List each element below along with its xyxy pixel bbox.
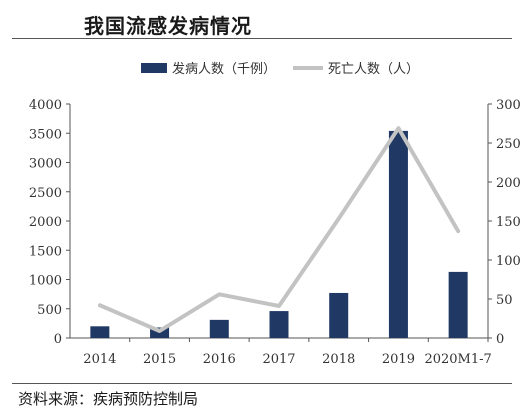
right-tick-label: 50: [496, 293, 513, 308]
line-series: [97, 126, 461, 333]
x-tick-label: 2017: [262, 352, 295, 367]
left-tick-label: 1500: [29, 244, 62, 259]
x-tick-label: 2016: [203, 352, 236, 367]
left-tick-label: 0: [54, 332, 62, 347]
bar-2016: [209, 319, 229, 338]
bar-2014: [90, 326, 110, 338]
right-tick-label: 250: [496, 137, 520, 152]
left-tick-label: 3000: [29, 157, 62, 172]
bar-2018: [329, 292, 349, 338]
x-tick-label: 2014: [83, 352, 116, 367]
x-tick-label: 2018: [322, 352, 355, 367]
line-point-2019: [396, 126, 400, 130]
legend: 发病人数（千例） 死亡人数（人）: [141, 61, 419, 77]
right-tick-label: 150: [496, 215, 520, 230]
line-point-2017: [277, 304, 281, 308]
bar-2019: [388, 130, 408, 338]
right-tick-label: 0: [496, 332, 504, 347]
right-tick-label: 300: [496, 98, 520, 113]
source-note: 资料来源：疾病预防控制局: [18, 390, 199, 408]
legend-line-label: 死亡人数（人）: [328, 62, 419, 77]
left-tick-label: 2000: [29, 215, 62, 230]
x-tick-label: 2020M1-7: [424, 352, 491, 367]
left-tick-label: 1000: [29, 274, 62, 289]
chart-title: 我国流感发病情况: [84, 14, 252, 38]
line-point-2020M1-7: [456, 229, 460, 233]
line-point-2015: [158, 329, 162, 333]
title-divider: [12, 38, 512, 39]
left-tick-label: 4000: [29, 98, 62, 113]
bar-2020M1-7: [448, 271, 468, 338]
footer-divider: [12, 383, 512, 384]
bar-2017: [269, 311, 289, 338]
left-tick-label: 500: [37, 303, 62, 318]
line-point-2018: [337, 217, 341, 221]
right-tick-label: 100: [496, 254, 520, 269]
bar-series: [90, 130, 468, 338]
left-tick-label: 2500: [29, 186, 62, 201]
legend-bar-swatch: [141, 63, 167, 73]
right-tick-label: 200: [496, 176, 520, 191]
line-point-2014: [98, 303, 102, 307]
left-tick-label: 3500: [29, 127, 62, 142]
x-tick-label: 2015: [143, 352, 176, 367]
x-tick-label: 2019: [382, 352, 415, 367]
line-point-2016: [217, 292, 221, 296]
axes: 0 500 1000 1500 2000 2500 3000 3500 4000 0 50 100 15…: [29, 98, 520, 367]
legend-bar-label: 发病人数（千例）: [172, 61, 276, 77]
